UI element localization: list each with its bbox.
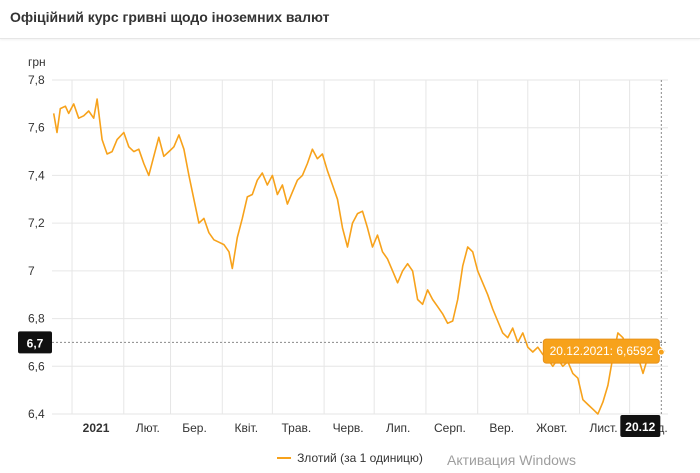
crosshair-overlay: 6,7 20.12 20.12.2021: 6,6592 xyxy=(18,80,668,437)
x-tick-label: 2021 xyxy=(83,421,110,435)
x-tick-label: Бер. xyxy=(182,421,207,435)
tooltip-label: 20.12.2021: 6,6592 xyxy=(550,344,654,358)
windows-activation-watermark: Активация Windows xyxy=(447,452,577,468)
grid-lines xyxy=(52,79,668,415)
legend[interactable]: Злотий (за 1 одиницю) xyxy=(0,449,700,467)
page-title: Офіційний курс гривні щодо іноземних вал… xyxy=(10,9,330,25)
x-tick-label: Серп. xyxy=(434,421,466,435)
x-tick-label: Квіт. xyxy=(235,421,259,435)
y-tick-label: 6,4 xyxy=(28,407,45,421)
x-tick-label: Вер. xyxy=(489,421,514,435)
y-tick-label: 6,6 xyxy=(28,359,45,373)
crosshair-x-badge-label: 20.12 xyxy=(625,420,655,434)
legend-label: Злотий (за 1 одиницю) xyxy=(297,451,423,465)
header-bar: Офіційний курс гривні щодо іноземних вал… xyxy=(0,0,700,39)
tooltip-marker xyxy=(657,348,665,356)
x-tick-label: Лист. xyxy=(589,421,617,435)
series-layer xyxy=(52,98,662,415)
y-tick-label: 6,8 xyxy=(28,312,45,326)
x-tick-label: Жовт. xyxy=(536,421,567,435)
x-tick-label: Лют. xyxy=(136,421,160,435)
axes: 6,4 6,6 6,8 7 7,2 7,4 7,6 7,8 грн 2021 Лют. Бер. Кві… xyxy=(28,55,668,435)
crosshair-y-badge-label: 6,7 xyxy=(27,336,44,350)
x-tick-label: Трав. xyxy=(281,421,311,435)
x-tick-label: Лип. xyxy=(386,421,410,435)
y-tick-label: 7,8 xyxy=(28,73,45,87)
legend-swatch xyxy=(277,457,292,459)
y-tick-label: 7,2 xyxy=(28,216,45,230)
y-axis-label: грн xyxy=(28,55,46,69)
x-tick-label: Черв. xyxy=(333,421,364,435)
crosshair-y-badge xyxy=(18,331,52,354)
y-tick-label: 7,4 xyxy=(28,168,45,182)
y-tick-label: 7,6 xyxy=(28,121,45,135)
y-tick-label: 7 xyxy=(28,264,35,278)
crosshair-x-badge xyxy=(620,415,661,437)
